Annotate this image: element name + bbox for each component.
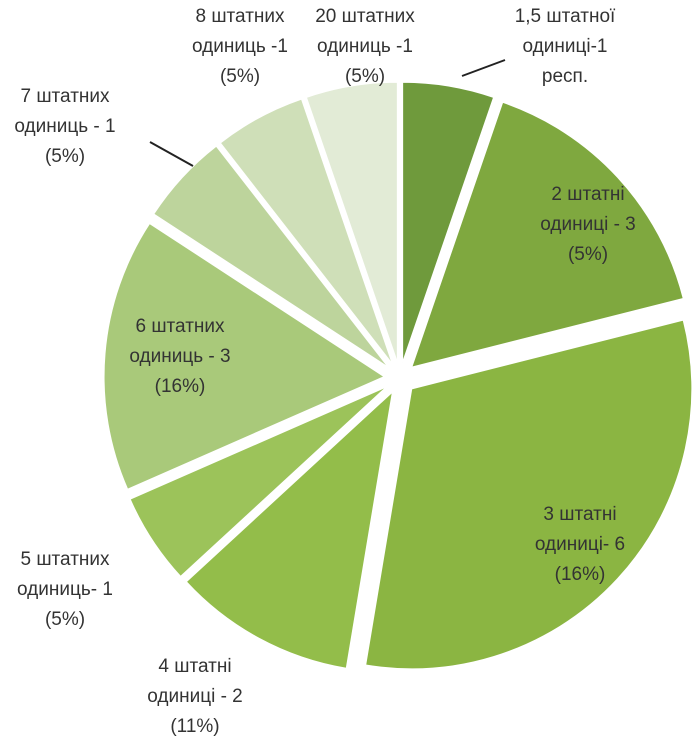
label-line: 1,5 штатної — [515, 6, 616, 27]
slices — [103, 81, 693, 670]
slice — [402, 81, 495, 363]
label-line: одиниць -1 — [317, 36, 413, 57]
label-line: (5%) — [45, 146, 85, 167]
label-line: одиниці - 3 — [540, 214, 636, 235]
slice — [305, 81, 398, 363]
slice — [185, 390, 394, 669]
label-line: одиниці - 2 — [147, 686, 243, 707]
slice — [103, 222, 386, 490]
label-line: (11%) — [170, 716, 219, 737]
slice-label: 4 штатні одиниці - 2 (11%) — [147, 656, 243, 737]
slice-label: 7 штатних одиниць - 1 (5%) — [14, 86, 115, 167]
label-line: одиниці-1 — [523, 36, 608, 57]
label-line: 5 штатних — [20, 549, 110, 570]
slice-label: 2 штатні одиниці - 3 (5%) — [540, 184, 636, 265]
slice — [129, 386, 387, 578]
slice-label: 5 штатних одиниць- 1 (5%) — [17, 549, 113, 630]
label-line: 2 штатні — [551, 184, 624, 205]
label-line: одиниць - 1 — [14, 116, 115, 137]
label-line: 4 штатні — [158, 656, 231, 677]
slice-label: 1,5 штатної одиниці-1 респ. — [515, 6, 616, 87]
leader-line — [461, 59, 506, 77]
slice-label: 6 штатних одиниць - 3 (16%) — [129, 316, 230, 397]
label-line: одиниці- 6 — [535, 534, 625, 555]
label-line: одиниць - 3 — [129, 346, 230, 367]
label-line: 20 штатних — [315, 6, 415, 27]
slice — [365, 319, 693, 670]
label-line: (5%) — [568, 244, 608, 265]
slice — [219, 98, 393, 365]
label-line: (5%) — [345, 66, 385, 87]
label-line: респ. — [542, 66, 588, 87]
label-line: одиниць- 1 — [17, 579, 113, 600]
label-line: одиниць -1 — [192, 36, 288, 57]
label-line: (5%) — [45, 609, 85, 630]
leader-line — [149, 141, 194, 167]
label-line: (16%) — [155, 376, 206, 397]
label-line: 6 штатних — [135, 316, 225, 337]
slice-label: 8 штатних одиниць -1 (5%) — [192, 6, 288, 87]
label-line: 7 штатних — [20, 86, 110, 107]
label-line: (5%) — [220, 66, 260, 87]
slice-label: 20 штатних одиниць -1 (5%) — [315, 6, 415, 87]
slice — [410, 101, 684, 368]
label-line: 3 штатні — [543, 504, 616, 525]
slice-label: 3 штатні одиниці- 6 (16%) — [535, 504, 625, 585]
label-line: (16%) — [555, 564, 606, 585]
slice — [153, 145, 389, 368]
label-line: 8 штатних — [195, 6, 285, 27]
